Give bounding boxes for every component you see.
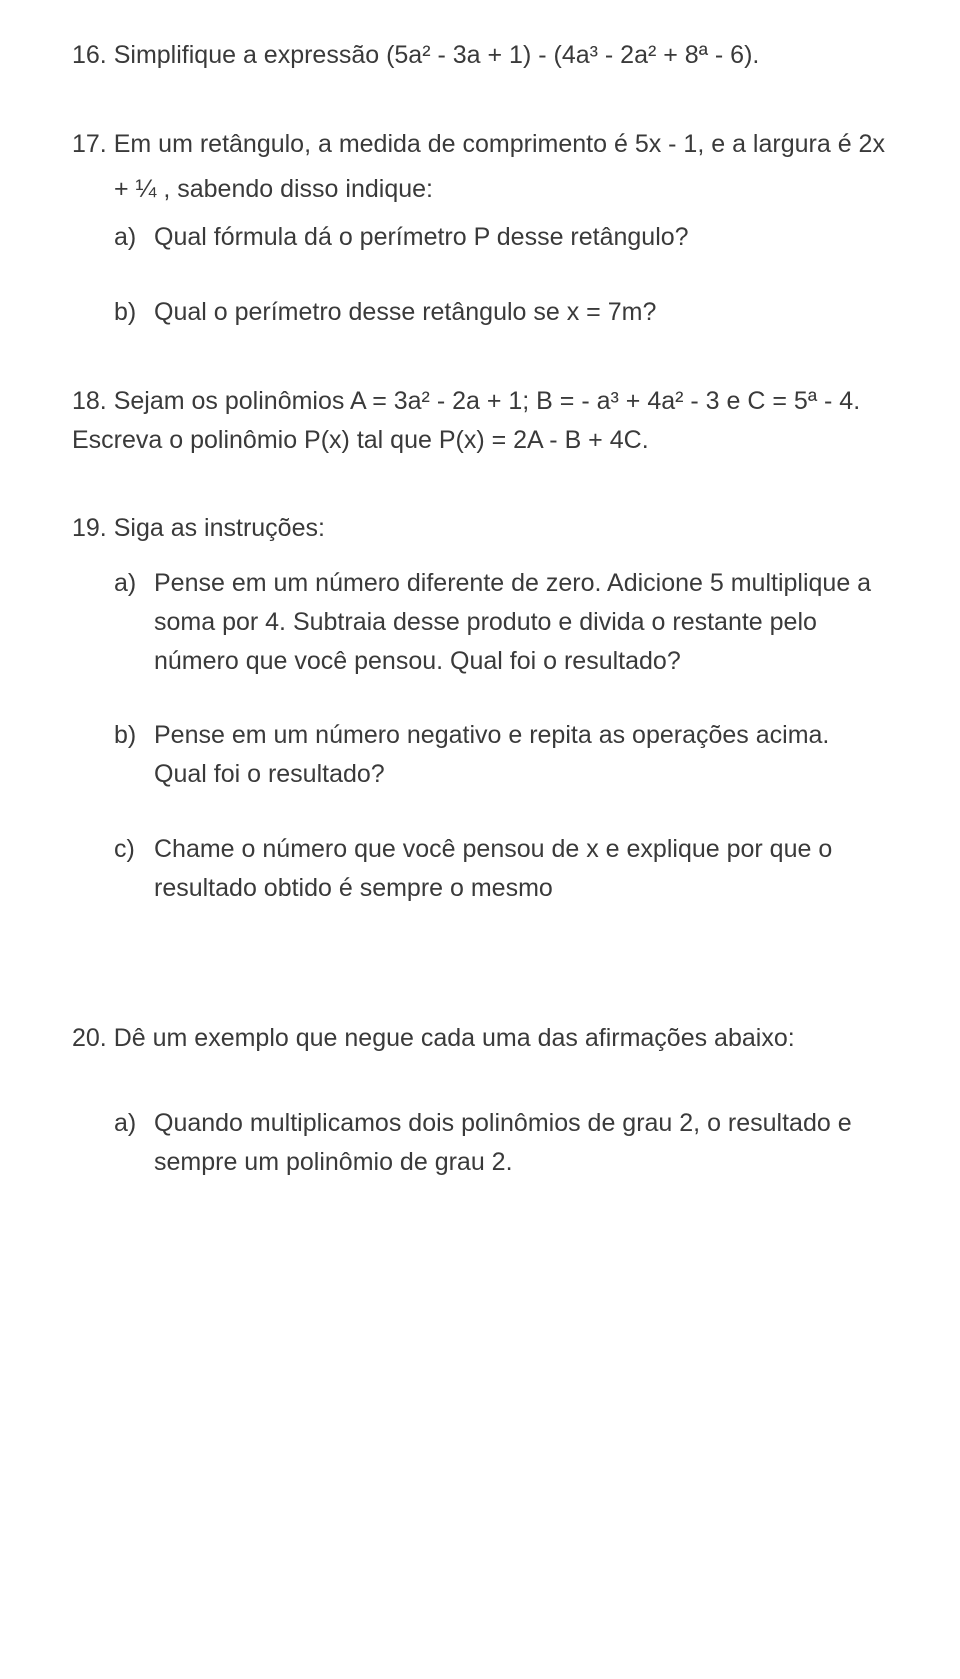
- question-16-text: Simplifique a expressão (5a² - 3a + 1) -…: [114, 41, 760, 69]
- spacer: [72, 372, 888, 382]
- spacer: [72, 208, 888, 218]
- spacer: [72, 115, 888, 125]
- question-20-a-text: Quando multiplicamos dois polinômios de …: [154, 1104, 888, 1182]
- question-20-stem: 20. Dê um exemplo que negue cada uma das…: [72, 1019, 888, 1058]
- question-19-a: a) Pense em um número diferente de zero.…: [114, 564, 888, 680]
- question-19-text: Siga as instruções:: [114, 514, 325, 542]
- question-16-number: 16.: [72, 41, 107, 69]
- question-20-number: 20.: [72, 1024, 107, 1052]
- spacer: [72, 1064, 888, 1104]
- sub-letter-c: c): [114, 830, 154, 908]
- question-18-line1-wrap: 18. Sejam os polinômios A = 3a² - 2a + 1…: [72, 382, 888, 421]
- question-17-b-text: Qual o perímetro desse retângulo se x = …: [154, 293, 888, 332]
- question-16: 16. Simplifique a expressão (5a² - 3a + …: [72, 36, 888, 75]
- question-19-subs: a) Pense em um número diferente de zero.…: [72, 564, 888, 907]
- sub-letter-a: a): [114, 564, 154, 680]
- question-17-line2: + ¼ , sabendo disso indique:: [114, 175, 433, 203]
- question-17-subs: a) Qual fórmula dá o perímetro P desse r…: [72, 218, 888, 332]
- sub-letter-b: b): [114, 716, 154, 794]
- question-20-text: Dê um exemplo que negue cada uma das afi…: [114, 1024, 795, 1052]
- spacer: [72, 947, 888, 1019]
- question-19-stem: 19. Siga as instruções:: [72, 509, 888, 548]
- question-18-number: 18.: [72, 387, 107, 415]
- question-17-line1: Em um retângulo, a medida de comprimento…: [114, 130, 885, 158]
- sub-letter-a: a): [114, 1104, 154, 1182]
- question-19-a-text: Pense em um número diferente de zero. Ad…: [154, 564, 888, 680]
- question-17-stem: 17. Em um retângulo, a medida de comprim…: [72, 125, 888, 164]
- question-19-c-text: Chame o número que você pensou de x e ex…: [154, 830, 888, 908]
- question-17-b: b) Qual o perímetro desse retângulo se x…: [114, 293, 888, 332]
- question-18-line2: Escreva o polinômio P(x) tal que P(x) = …: [72, 421, 888, 460]
- question-17-number: 17.: [72, 130, 107, 158]
- question-17-a: a) Qual fórmula dá o perímetro P desse r…: [114, 218, 888, 257]
- question-17-a-text: Qual fórmula dá o perímetro P desse retâ…: [154, 218, 888, 257]
- question-19-number: 19.: [72, 514, 107, 542]
- question-17-stem-cont: + ¼ , sabendo disso indique:: [72, 170, 888, 209]
- question-17: 17. Em um retângulo, a medida de comprim…: [72, 125, 888, 332]
- sub-letter-b: b): [114, 293, 154, 332]
- question-18: 18. Sejam os polinômios A = 3a² - 2a + 1…: [72, 382, 888, 460]
- sub-letter-a: a): [114, 218, 154, 257]
- question-20: 20. Dê um exemplo que negue cada uma das…: [72, 1019, 888, 1181]
- question-20-a: a) Quando multiplicamos dois polinômios …: [114, 1104, 888, 1182]
- question-19-c: c) Chame o número que você pensou de x e…: [114, 830, 888, 908]
- spacer: [72, 499, 888, 509]
- question-19: 19. Siga as instruções: a) Pense em um n…: [72, 509, 888, 907]
- question-20-subs: a) Quando multiplicamos dois polinômios …: [72, 1104, 888, 1182]
- question-19-b: b) Pense em um número negativo e repita …: [114, 716, 888, 794]
- question-18-line1: Sejam os polinômios A = 3a² - 2a + 1; B …: [114, 387, 860, 415]
- question-19-b-text: Pense em um número negativo e repita as …: [154, 716, 888, 794]
- spacer: [72, 554, 888, 564]
